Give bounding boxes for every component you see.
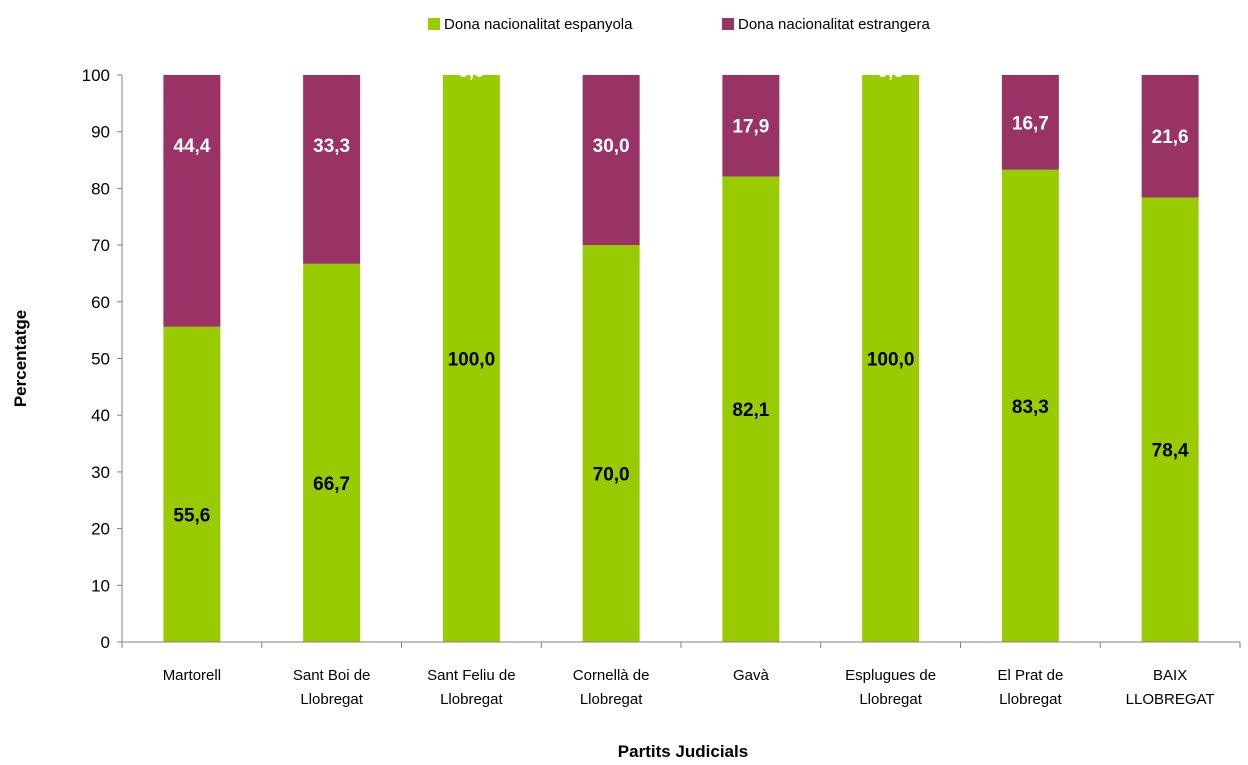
bar-espanyola-1 [303, 263, 361, 642]
bar-estrangera-4 [722, 75, 780, 177]
data-label-estrangera-3: 30,0 [593, 136, 630, 157]
x-tick-label-3: Cornellà de Llobregat [573, 667, 650, 708]
data-label-estrangera-5: 0,0 [877, 61, 903, 82]
data-label-estrangera-4: 17,9 [732, 117, 769, 138]
x-tick-label-line: Llobregat [440, 691, 503, 708]
x-tick-label-line: Gavà [733, 667, 770, 684]
data-label-estrangera-6: 16,7 [1012, 113, 1049, 134]
y-tick-label-5: 50 [91, 350, 110, 369]
y-tick-label-10: 100 [82, 66, 110, 85]
y-tick-label-9: 90 [91, 123, 110, 142]
x-tick-label-line: Llobregat [999, 691, 1062, 708]
legend-label-1: Dona nacionalitat estrangera [738, 16, 930, 33]
legend-swatch-0 [428, 18, 440, 30]
y-tick-label-3: 30 [91, 463, 110, 482]
x-tick-label-0: Martorell [163, 667, 221, 684]
bar-espanyola-5 [862, 75, 920, 642]
bar-espanyola-0 [163, 326, 221, 642]
x-tick-label-line: El Prat de [997, 667, 1063, 684]
data-label-espanyola-2: 100,0 [448, 350, 496, 371]
bar-estrangera-3 [582, 75, 640, 246]
data-label-espanyola-0: 55,6 [173, 505, 210, 526]
x-tick-label-5: Esplugues de Llobregat [845, 667, 936, 708]
data-label-espanyola-7: 78,4 [1152, 441, 1189, 462]
y-tick-label-2: 20 [91, 520, 110, 539]
data-label-espanyola-4: 82,1 [732, 400, 769, 421]
x-tick-label-line: Llobregat [580, 691, 643, 708]
x-tick-label-line: Martorell [163, 667, 221, 684]
bar-espanyola-6 [1001, 169, 1059, 642]
x-tick-label-4: Gavà [733, 667, 770, 684]
bar-espanyola-4 [722, 176, 780, 643]
x-tick-label-2: Sant Feliu de Llobregat [427, 667, 515, 708]
x-axis-title: Partits Judicials [618, 742, 748, 761]
data-label-estrangera-2: 0,0 [458, 61, 484, 82]
y-tick-label-7: 70 [91, 236, 110, 255]
bar-estrangera-7 [1141, 75, 1199, 198]
y-tick-label-4: 40 [91, 406, 110, 425]
bar-estrangera-0 [163, 75, 221, 327]
y-tick-label-1: 10 [91, 576, 110, 595]
x-tick-label-line: LLOBREGAT [1126, 691, 1215, 708]
x-tick-label-1: Sant Boi de Llobregat [293, 667, 371, 708]
data-label-espanyola-3: 70,0 [593, 465, 630, 486]
legend-swatch-1 [722, 18, 734, 30]
data-label-espanyola-5: 100,0 [867, 350, 915, 371]
x-tick-label-7: BAIX LLOBREGAT [1126, 667, 1215, 708]
x-tick-label-line: Llobregat [859, 691, 922, 708]
data-label-estrangera-1: 33,3 [313, 136, 350, 157]
y-tick-label-8: 80 [91, 179, 110, 198]
bar-espanyola-3 [582, 245, 640, 642]
data-label-estrangera-0: 44,4 [173, 136, 210, 157]
x-tick-label-6: El Prat de Llobregat [997, 667, 1063, 708]
x-tick-label-line: Sant Boi de [293, 667, 371, 684]
bar-estrangera-6 [1001, 75, 1059, 170]
bar-espanyola-7 [1141, 197, 1199, 643]
legend-label-0: Dona nacionalitat espanyola [444, 16, 633, 33]
data-label-espanyola-6: 83,3 [1012, 397, 1049, 418]
x-tick-label-line: Llobregat [300, 691, 363, 708]
y-tick-label-6: 60 [91, 293, 110, 312]
data-label-estrangera-7: 21,6 [1152, 127, 1189, 148]
x-tick-label-line: Cornellà de [573, 667, 650, 684]
x-tick-label-line: Sant Feliu de [427, 667, 515, 684]
bar-estrangera-1 [303, 75, 361, 264]
x-tick-label-line: BAIX [1153, 667, 1187, 684]
x-tick-label-line: Esplugues de [845, 667, 936, 684]
y-tick-label-0: 0 [101, 633, 110, 652]
bar-espanyola-2 [442, 75, 500, 642]
data-label-espanyola-1: 66,7 [313, 474, 350, 495]
y-axis-title: Percentatge [11, 310, 30, 407]
